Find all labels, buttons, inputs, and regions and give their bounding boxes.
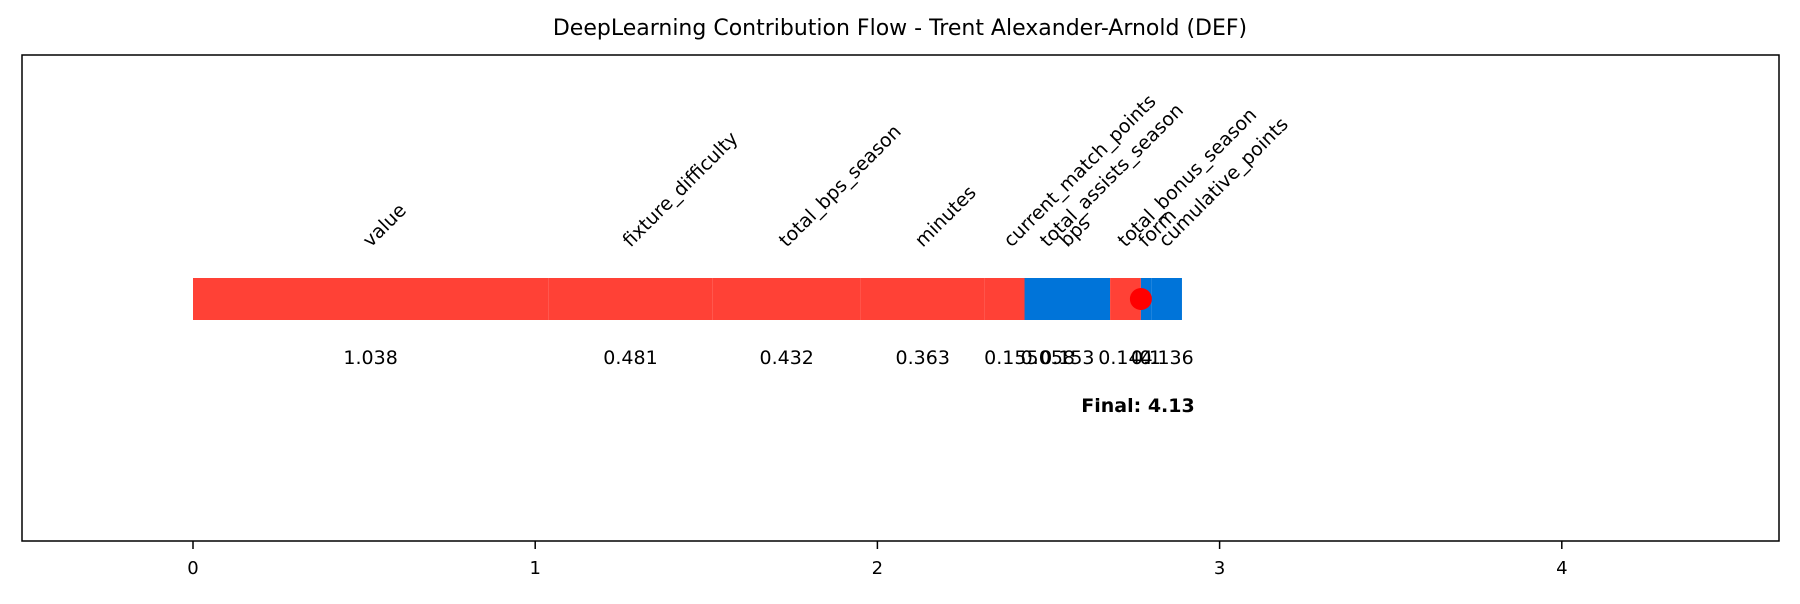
value-label-total-assists-season: 0.058 [1021,347,1075,369]
plot-frame [21,54,1780,542]
bar-total-bps-season [712,278,861,320]
chart-title: DeepLearning Contribution Flow - Trent A… [553,16,1247,41]
value-label-value: 1.038 [343,347,397,369]
value-label-minutes: 0.363 [896,347,950,369]
value-label-bps: 0.153 [1040,347,1094,369]
bar-bps [1024,278,1111,320]
labels-layer: value fixture_difficulty total_bps_season m… [359,90,1293,251]
x-tick-label: 2 [872,558,883,579]
value-label-cumulative-points: 0.136 [1139,347,1193,369]
final-value-marker [1129,288,1152,310]
final-value-label: Final: 4.13 [1081,395,1194,417]
bar-minutes [860,278,985,320]
value-label-total-bps-season: 0.432 [760,347,814,369]
value-label-form: 0.1 [1131,347,1161,369]
bar-cumulative-points [1151,278,1182,320]
feature-label-value: value [359,199,411,251]
value-label-current-match-points: 0.155 [984,347,1038,369]
bar-value [193,278,549,320]
value-label-fixture-difficulty: 0.481 [603,347,657,369]
feature-label-minutes: minutes [911,182,981,252]
marker-layer [1129,288,1152,310]
x-tick-label: 0 [187,558,198,579]
bar-fixture-difficulty [548,278,713,320]
feature-label-fixture-difficulty: fixture_difficulty [618,127,742,251]
x-tick-label: 1 [529,558,540,579]
x-tick-label: 4 [1556,558,1567,579]
x-axis: 0 1 2 3 4 [187,541,1568,579]
value-label-total-bonus-season: 0.144 [1098,347,1152,369]
bars-layer [193,278,1182,320]
feature-label-total-bps-season: total_bps_season [775,121,906,252]
x-tick-label: 3 [1214,558,1225,579]
